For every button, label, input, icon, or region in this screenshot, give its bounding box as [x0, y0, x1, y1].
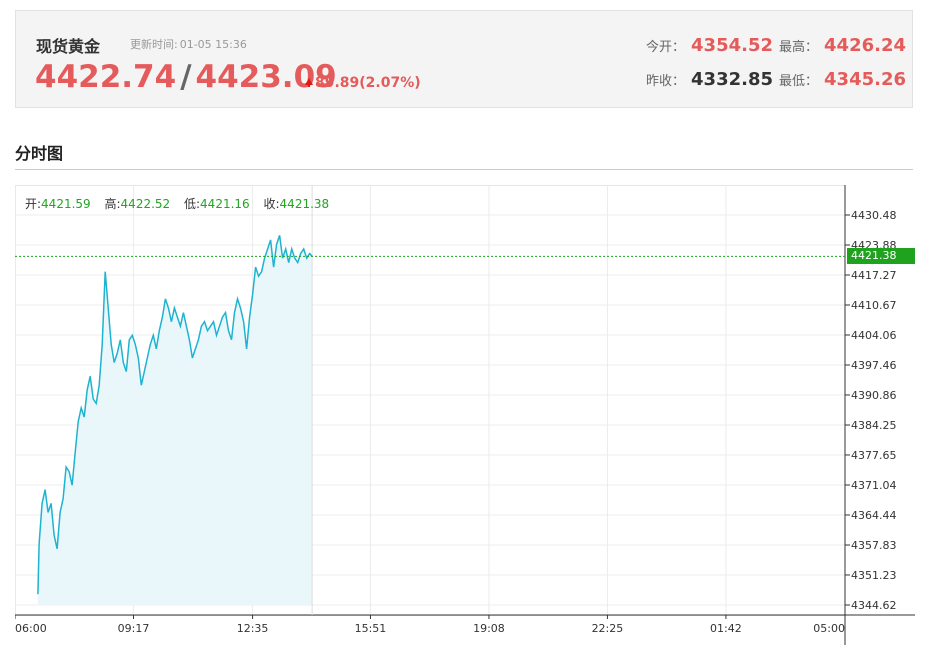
- y-tick-label: 4417.27: [851, 269, 897, 282]
- ohlc-close-value: 4421.38: [279, 197, 330, 211]
- price-change: 89.89(2.07%): [305, 75, 421, 91]
- x-tick-label: 22:25: [592, 622, 624, 635]
- prev-close-label: 昨收：: [646, 74, 686, 89]
- update-time-value: 01-05 15:36: [179, 38, 247, 51]
- up-arrow-icon: [305, 78, 313, 85]
- current-price-tag: 4421.38: [847, 248, 915, 265]
- intraday-chart[interactable]: 4430.48 4423.88 4417.27 4410.67 4404.06 4397.…: [15, 185, 915, 645]
- price-separator: /: [180, 59, 192, 95]
- ohlc-readout: 开:4421.59 高:4422.52 低:4421.16 收:4421.38: [25, 195, 339, 212]
- low-stat: 最低： 4345.26: [779, 69, 906, 90]
- quote-panel: 现货黄金 更新时间: 01-05 15:36 4422.74/4423.09 89…: [15, 10, 913, 108]
- bid-price: 4422.74: [35, 59, 177, 95]
- y-tick-label: 4397.46: [851, 359, 897, 372]
- prev-close-stat: 昨收： 4332.85: [646, 69, 773, 90]
- y-tick-label: 4351.23: [851, 569, 897, 582]
- y-tick-label: 4390.86: [851, 389, 897, 402]
- instrument-name: 现货黄金: [36, 37, 101, 56]
- x-tick-label: 06:00: [15, 622, 47, 635]
- ohlc-low-value: 4421.16: [200, 197, 250, 211]
- prev-close-value: 4332.85: [691, 69, 773, 90]
- low-value: 4345.26: [824, 69, 906, 90]
- ohlc-close-label: 收:: [263, 197, 280, 211]
- x-tick-label: 09:17: [118, 622, 150, 635]
- update-time: 更新时间: 01-05 15:36: [128, 36, 247, 52]
- y-tick-label: 4430.48: [851, 209, 897, 222]
- up-arrow-stem: [308, 82, 310, 87]
- x-tick-label: 01:42: [710, 622, 742, 635]
- ohlc-high-value: 4422.52: [120, 197, 171, 211]
- ohlc-low-label: 低:: [184, 197, 201, 211]
- y-tick-label: 4410.67: [851, 299, 897, 312]
- high-label: 最高：: [779, 40, 819, 55]
- x-tick-label: 19:08: [473, 622, 505, 635]
- price-line: [37, 235, 313, 595]
- x-tick-label: 12:35: [237, 622, 269, 635]
- price-pair: 4422.74/4423.09: [35, 59, 337, 95]
- y-tick-label: 4371.04: [851, 479, 897, 492]
- y-tick-label: 4357.83: [851, 539, 897, 552]
- change-value: 89.89(2.07%): [315, 75, 421, 91]
- update-time-label: 更新时间:: [130, 38, 178, 51]
- x-tick-label: 05:00: [813, 622, 845, 635]
- high-value: 4426.24: [824, 35, 906, 56]
- y-tick-label: 4364.44: [851, 509, 897, 522]
- open-label: 今开：: [646, 40, 686, 55]
- high-stat: 最高： 4426.24: [779, 35, 906, 56]
- y-tick-label: 4384.25: [851, 419, 897, 432]
- section-title: 分时图: [15, 144, 64, 163]
- section-divider: [15, 169, 913, 170]
- open-stat: 今开： 4354.52: [646, 35, 773, 56]
- ohlc-open-label: 开:: [25, 197, 42, 211]
- low-label: 最低：: [779, 74, 819, 89]
- ohlc-open-value: 4421.59: [41, 197, 91, 211]
- ohlc-high-label: 高:: [104, 197, 121, 211]
- open-value: 4354.52: [691, 35, 773, 56]
- ask-price: 4423.09: [195, 59, 337, 95]
- x-tick-label: 15:51: [355, 622, 387, 635]
- chart-svg[interactable]: 4430.484423.884417.274410.674404.064397.…: [15, 185, 915, 645]
- y-tick-label: 4344.62: [851, 599, 897, 612]
- y-tick-label: 4377.65: [851, 449, 897, 462]
- y-tick-label: 4404.06: [851, 329, 897, 342]
